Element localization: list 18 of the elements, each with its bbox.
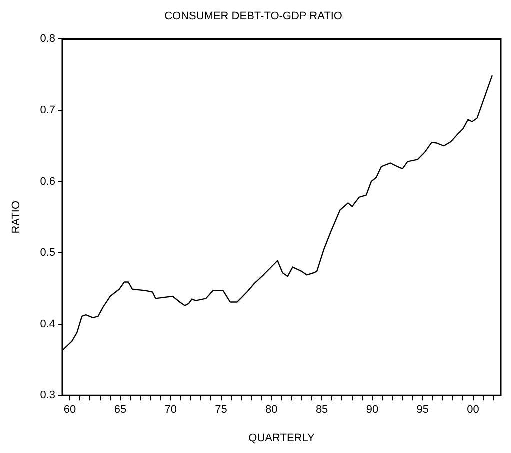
x-tick-label: 65: [114, 404, 127, 416]
y-tick-label: 0.5: [40, 247, 56, 260]
chart-title: CONSUMER DEBT-TO-GDP RATIO: [164, 10, 343, 23]
y-tick-label: 0.7: [40, 104, 56, 117]
y-tick-label: 0.8: [40, 33, 56, 46]
x-axis-title: QUARTERLY: [248, 432, 316, 444]
y-tick-label: 0.4: [40, 318, 56, 330]
y-tick-label: 0.6: [40, 176, 56, 188]
x-tick-label: 85: [316, 404, 328, 416]
x-tick-label: 60: [64, 404, 76, 416]
x-tick-label: 90: [366, 404, 379, 416]
x-tick-label: 95: [416, 404, 429, 416]
x-tick-label: 75: [215, 404, 228, 416]
y-tick-label: 0.3: [40, 390, 56, 402]
x-tick-label: 70: [164, 404, 177, 416]
x-tick-label: 80: [266, 404, 278, 416]
x-tick-label: 00: [467, 404, 480, 416]
y-axis-title: RATIO: [10, 200, 23, 234]
